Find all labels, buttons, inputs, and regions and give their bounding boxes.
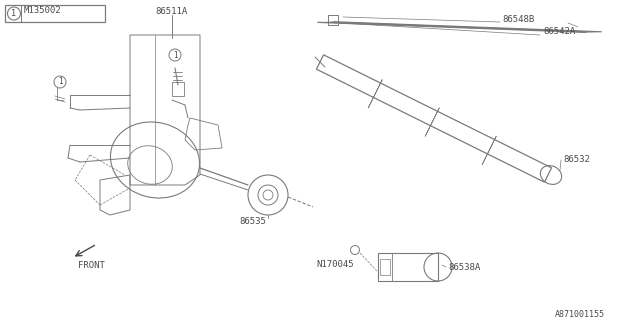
Text: A871001155: A871001155 <box>555 310 605 319</box>
Circle shape <box>8 7 20 20</box>
Text: 1: 1 <box>58 77 62 86</box>
Circle shape <box>263 190 273 200</box>
Circle shape <box>351 245 360 254</box>
Text: M135002: M135002 <box>24 6 61 15</box>
Bar <box>378 253 438 281</box>
Text: 86548B: 86548B <box>502 14 534 23</box>
Text: 86511A: 86511A <box>156 7 188 16</box>
Circle shape <box>169 49 181 61</box>
Bar <box>380 259 390 275</box>
Text: 86538A: 86538A <box>448 262 480 271</box>
Text: 86532: 86532 <box>563 156 590 164</box>
Text: 86542A: 86542A <box>543 28 575 36</box>
Text: N170045: N170045 <box>316 260 354 269</box>
Bar <box>172 82 184 96</box>
Text: 86535: 86535 <box>239 217 266 226</box>
Text: FRONT: FRONT <box>78 261 105 270</box>
Circle shape <box>54 76 66 88</box>
Text: 1: 1 <box>173 51 177 60</box>
Circle shape <box>258 185 278 205</box>
Text: 1: 1 <box>12 9 17 18</box>
Circle shape <box>248 175 288 215</box>
Bar <box>5 5 105 22</box>
